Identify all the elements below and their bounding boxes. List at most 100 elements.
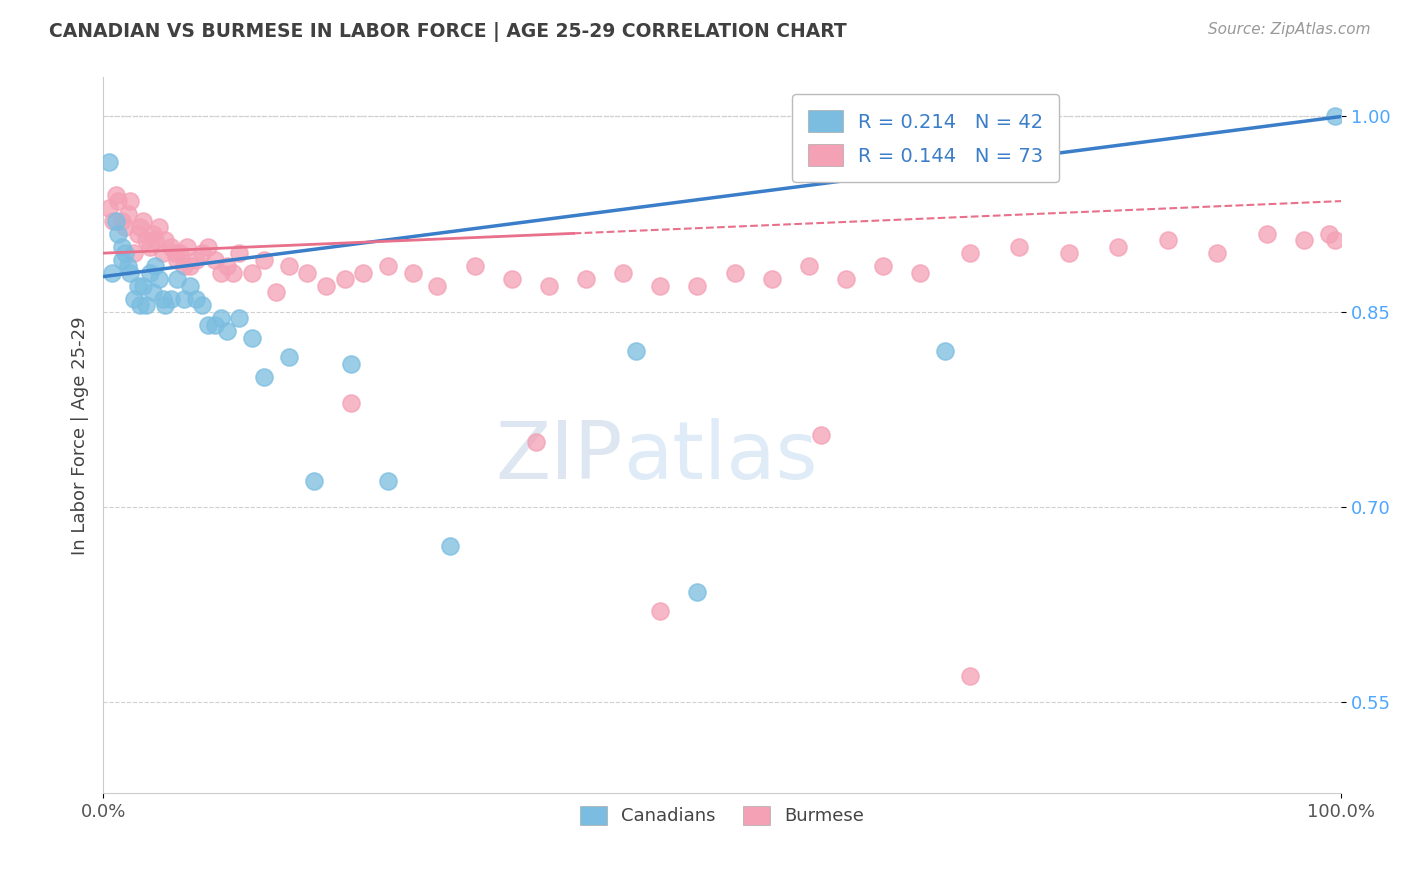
Point [297,266,319,280]
Point [723,266,745,280]
Point [686,584,709,599]
Point [179,278,201,293]
Point [910,266,932,280]
Point [426,278,449,293]
Point [129,220,152,235]
Point [240,331,263,345]
Point [139,266,162,280]
Point [612,266,634,280]
Point [142,227,165,241]
Point [377,474,399,488]
Point [204,252,226,267]
Point [98,155,121,169]
Point [277,259,299,273]
Point [501,272,523,286]
Point [104,213,127,227]
Y-axis label: In Labor Force | Age 25-29: In Labor Force | Age 25-29 [72,316,89,555]
Point [959,246,981,260]
Point [117,207,139,221]
Point [526,434,548,449]
Point [197,318,219,332]
Point [120,266,142,280]
Point [160,292,183,306]
Point [163,246,186,260]
Point [253,252,276,267]
Point [127,278,149,293]
Point [439,539,461,553]
Point [101,266,124,280]
Point [166,252,188,267]
Point [872,259,894,273]
Point [143,259,166,273]
Point [166,272,188,286]
Point [101,213,124,227]
Point [253,369,276,384]
Point [1057,246,1080,260]
Point [575,272,598,286]
Point [107,194,129,208]
Point [142,285,165,300]
Point [191,246,214,260]
Point [1157,233,1180,247]
Point [761,272,783,286]
Point [132,278,155,293]
Point [1206,246,1229,260]
Point [1324,110,1347,124]
Text: ZIP: ZIP [496,417,623,496]
Point [104,187,127,202]
Point [228,311,250,326]
Point [197,240,219,254]
Point [797,259,820,273]
Point [624,343,647,358]
Point [302,474,325,488]
Point [650,604,672,618]
Point [153,233,176,247]
Point [215,259,238,273]
Point [122,246,145,260]
Point [173,259,195,273]
Point [934,343,956,358]
Point [176,240,198,254]
Point [132,213,155,227]
Point [148,220,170,235]
Point [173,292,195,306]
Point [111,213,134,227]
Point [222,266,245,280]
Point [160,240,183,254]
Text: atlas: atlas [623,417,817,496]
Point [139,240,162,254]
Point [277,351,299,365]
Point [179,259,201,273]
Point [215,324,238,338]
Point [1317,227,1340,241]
Point [135,298,157,312]
Point [810,428,832,442]
Point [228,246,250,260]
Point [377,259,399,273]
Point [148,272,170,286]
Point [152,246,174,260]
Point [402,266,425,280]
Text: Source: ZipAtlas.com: Source: ZipAtlas.com [1208,22,1371,37]
Point [114,220,136,235]
Point [1008,240,1031,254]
Text: CANADIAN VS BURMESE IN LABOR FORCE | AGE 25-29 CORRELATION CHART: CANADIAN VS BURMESE IN LABOR FORCE | AGE… [49,22,846,42]
Point [650,278,672,293]
Point [153,298,176,312]
Point [1324,233,1347,247]
Point [339,357,361,371]
Point [209,266,232,280]
Point [315,278,337,293]
Point [835,272,858,286]
Point [114,246,136,260]
Point [107,227,129,241]
Point [266,285,288,300]
Point [352,266,374,280]
Point [333,272,356,286]
Legend: Canadians, Burmese: Canadians, Burmese [571,797,873,834]
Point [117,259,139,273]
Point [959,669,981,683]
Point [1107,240,1129,254]
Point [184,252,207,267]
Point [1256,227,1278,241]
